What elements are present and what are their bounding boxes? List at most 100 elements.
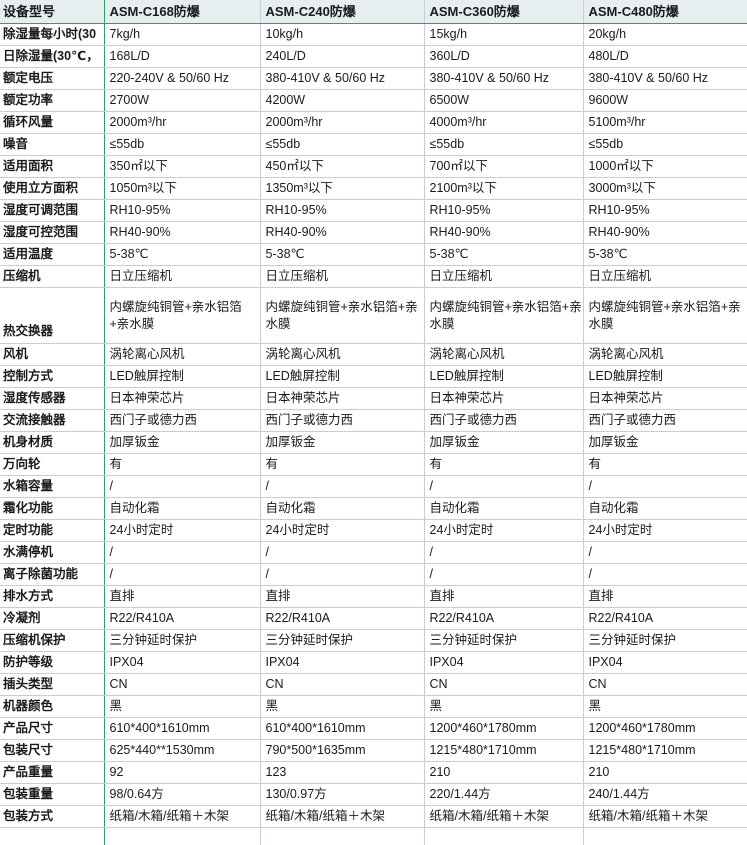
row-value-model-2: 日本神荣芯片	[259, 387, 424, 410]
row-value-model-1: 350㎡以下	[103, 155, 260, 178]
row-value-model-1: 内螺旋纯铜管+亲水铝箔+亲水膜	[103, 287, 260, 344]
row-value-model-1: IPX04	[103, 651, 260, 674]
row-label: 湿度传感器	[0, 387, 104, 410]
row-value-model-1: 纸箱/木箱/纸箱＋木架	[103, 805, 260, 828]
row-label: 定时功能	[0, 519, 104, 542]
row-value-model-3: 1200*460*1780mm	[423, 717, 583, 740]
row-value-model-4: RH40-90%	[582, 221, 747, 244]
row-value-model-3: 有	[423, 453, 583, 476]
row-value-model-4: LED触屏控制	[582, 365, 747, 388]
row-label: 包装方式	[0, 805, 104, 828]
row-label: 日除湿量(30℃，	[0, 45, 104, 68]
row-value-model-4: /	[582, 475, 747, 498]
row-value-model-3: 24小时定时	[423, 519, 583, 542]
table-row: 排水方式 直排 直排 直排 直排	[0, 585, 747, 608]
row-value-model-2: 黑	[259, 695, 424, 718]
row-value-model-2: 三分钟延时保护	[259, 629, 424, 652]
table-row: 热交换器 内螺旋纯铜管+亲水铝箔+亲水膜 内螺旋纯铜管+亲水铝箔+亲水膜 内螺旋纯铜管…	[0, 287, 747, 344]
row-value-model-2: 10kg/h	[259, 23, 424, 46]
row-value-model-1: 5-38℃	[103, 243, 260, 266]
row-value-model-2: 纸箱/木箱/纸箱＋木架	[259, 805, 424, 828]
row-value-model-3: 4000m³/hr	[423, 111, 583, 134]
row-value-model-4: RH10-95%	[582, 199, 747, 222]
row-label: 防护等级	[0, 651, 104, 674]
row-value-model-3: LED触屏控制	[423, 365, 583, 388]
row-value-model-2: 4200W	[259, 89, 424, 112]
row-value-model-1: 168L/D	[103, 45, 260, 68]
table-row: 压缩机 日立压缩机 日立压缩机 日立压缩机 日立压缩机	[0, 265, 747, 288]
row-value-model-4: 黑	[582, 695, 747, 718]
table-row: 包装尺寸 625*440**1530mm 790*500*1635mm 1215*48…	[0, 739, 747, 762]
row-value-model-3: R22/R410A	[423, 607, 583, 630]
row-value-model-1: 610*400*1610mm	[103, 717, 260, 740]
row-value-model-2: 西门子或德力西	[259, 409, 424, 432]
row-value-model-2: 240L/D	[259, 45, 424, 68]
row-value-model-3: 黑	[423, 695, 583, 718]
table-row: 风机 涡轮离心风机 涡轮离心风机 涡轮离心风机 涡轮离心风机	[0, 343, 747, 366]
table-row: 产品尺寸 610*400*1610mm 610*400*1610mm 1200*460…	[0, 717, 747, 740]
table-row: 湿度传感器 日本神荣芯片 日本神荣芯片 日本神荣芯片 日本神荣芯片	[0, 387, 747, 410]
row-value-model-2: 123	[259, 761, 424, 784]
table-row: 霜化功能 自动化霜 自动化霜 自动化霜 自动化霜	[0, 497, 747, 520]
row-value-model-3: IPX04	[423, 651, 583, 674]
row-value-model-3: /	[423, 475, 583, 498]
row-value-model-4: ≤55db	[582, 133, 747, 156]
row-value-model-2: LED触屏控制	[259, 365, 424, 388]
row-value-model-2: 790*500*1635mm	[259, 739, 424, 762]
row-value-model-1: 98/0.64方	[103, 783, 260, 806]
row-value-model-2	[259, 827, 424, 845]
row-value-model-1: 黑	[103, 695, 260, 718]
row-value-model-3: CN	[423, 673, 583, 696]
row-label: 霜化功能	[0, 497, 104, 520]
row-label: 冷凝剂	[0, 607, 104, 630]
row-value-model-3: 纸箱/木箱/纸箱＋木架	[423, 805, 583, 828]
row-label: 使用立方面积	[0, 177, 104, 200]
row-label: 离子除菌功能	[0, 563, 104, 586]
row-label: 湿度可调范围	[0, 199, 104, 222]
row-value-model-4: 24小时定时	[582, 519, 747, 542]
row-value-model-1: R22/R410A	[103, 607, 260, 630]
row-value-model-1: 三分钟延时保护	[103, 629, 260, 652]
row-value-model-1: LED触屏控制	[103, 365, 260, 388]
row-value-model-1: /	[103, 541, 260, 564]
table-row: 冷凝剂 R22/R410A R22/R410A R22/R410A R22/R410A	[0, 607, 747, 630]
table-header: 设备型号 ASM-C168防爆 ASM-C240防爆 ASM-C360防爆 AS…	[0, 0, 747, 24]
row-label: 万向轮	[0, 453, 104, 476]
row-label: 循环风量	[0, 111, 104, 134]
row-value-model-3: 380-410V & 50/60 Hz	[423, 67, 583, 90]
row-value-model-3: /	[423, 541, 583, 564]
table-body: 除湿量每小时(30 7kg/h 10kg/h 15kg/h 20kg/h 日除湿量(30℃…	[0, 23, 747, 845]
row-label: 产品重量	[0, 761, 104, 784]
row-value-model-4: 480L/D	[582, 45, 747, 68]
row-label: 适用面积	[0, 155, 104, 178]
header-model-2: ASM-C240防爆	[259, 0, 424, 24]
row-value-model-3: 西门子或德力西	[423, 409, 583, 432]
row-value-model-2: 24小时定时	[259, 519, 424, 542]
row-value-model-4: 有	[582, 453, 747, 476]
row-value-model-3: RH40-90%	[423, 221, 583, 244]
row-value-model-1: 220-240V & 50/60 Hz	[103, 67, 260, 90]
header-model-4: ASM-C480防爆	[582, 0, 747, 24]
row-value-model-2: /	[259, 563, 424, 586]
table-row: 插头类型 CN CN CN CN	[0, 673, 747, 696]
row-value-model-4: 纸箱/木箱/纸箱＋木架	[582, 805, 747, 828]
row-value-model-3: 日立压缩机	[423, 265, 583, 288]
row-label: 包装重量	[0, 783, 104, 806]
row-value-model-2: /	[259, 541, 424, 564]
row-value-model-2: ≤55db	[259, 133, 424, 156]
table-row: 离子除菌功能 / / / /	[0, 563, 747, 586]
row-value-model-4: 3000m³以下	[582, 177, 747, 200]
row-value-model-3: /	[423, 563, 583, 586]
row-value-model-1: 西门子或德力西	[103, 409, 260, 432]
row-value-model-1: CN	[103, 673, 260, 696]
row-value-model-3: 700㎡以下	[423, 155, 583, 178]
row-value-model-4: 5-38℃	[582, 243, 747, 266]
row-label: 插头类型	[0, 673, 104, 696]
table-row: 额定电压 220-240V & 50/60 Hz 380-410V & 50/60 …	[0, 67, 747, 90]
row-value-model-4: 1215*480*1710mm	[582, 739, 747, 762]
row-value-model-4: 380-410V & 50/60 Hz	[582, 67, 747, 90]
row-value-model-3: RH10-95%	[423, 199, 583, 222]
row-value-model-3: 6500W	[423, 89, 583, 112]
row-value-model-2: RH40-90%	[259, 221, 424, 244]
row-value-model-3: 1215*480*1710mm	[423, 739, 583, 762]
